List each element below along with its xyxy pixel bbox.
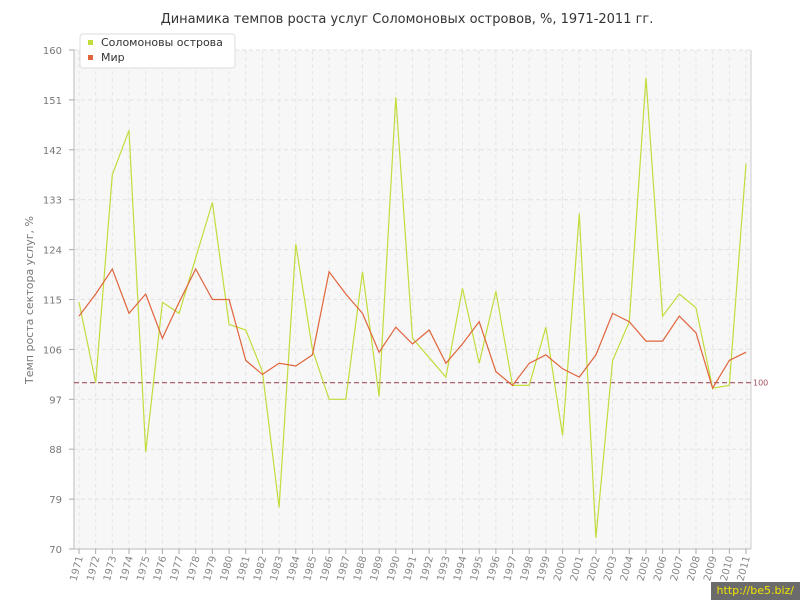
y-tick-label: 142	[43, 146, 62, 157]
x-tick-label: 2007	[669, 555, 686, 582]
x-tick-label: 1988	[352, 555, 369, 582]
x-tick-label: 1992	[419, 555, 436, 582]
chart-title: Динамика темпов роста услуг Соломоновых …	[161, 12, 654, 27]
y-tick-label: 124	[43, 246, 62, 257]
x-tick-label: 2006	[652, 555, 669, 582]
x-tick-label: 1980	[219, 555, 236, 582]
x-tick-label: 1996	[486, 555, 503, 582]
series-line-world	[78, 267, 747, 390]
x-tick-label: 1990	[386, 555, 403, 582]
x-tick-label: 2010	[719, 555, 736, 582]
x-tick-label: 2000	[552, 555, 569, 582]
x-tick-label: 1999	[536, 555, 553, 582]
watermark: http://be5.biz/	[710, 582, 800, 600]
grid	[74, 49, 751, 550]
y-tick-label: 97	[49, 395, 62, 406]
x-tick-label: 1997	[502, 555, 519, 582]
x-tick-label: 1974	[119, 555, 136, 582]
x-tick-label: 1987	[335, 555, 352, 582]
x-tick-label: 1995	[469, 555, 486, 582]
x-tick-label: 1971	[69, 555, 86, 582]
legend: Соломоновы острова Мир	[79, 33, 236, 69]
series-lines	[78, 77, 747, 538]
x-tick-label: 1975	[135, 555, 152, 582]
y-tick-label: 160	[43, 46, 62, 57]
x-tick-label: 1979	[202, 555, 219, 582]
x-tick-label: 2001	[569, 555, 586, 582]
x-tick-label: 1994	[452, 555, 469, 582]
x-ticks: 1971 1972 1973 1974 1975 1976 1977 1978 1979 1980…	[69, 549, 753, 582]
x-tick-label: 2003	[602, 555, 619, 582]
x-tick-label: 1984	[285, 555, 302, 582]
x-tick-label: 1973	[102, 555, 119, 582]
x-tick-label: 1989	[369, 555, 386, 582]
x-tick-label: 1978	[185, 555, 202, 582]
x-tick-label: 2004	[619, 555, 636, 582]
series-line-solomon-islands	[78, 77, 747, 538]
y-tick-label: 70	[49, 545, 62, 556]
x-tick-label: 1983	[269, 555, 286, 582]
x-tick-label: 2005	[636, 555, 653, 582]
y-tick-label: 151	[43, 96, 62, 107]
x-tick-label: 1985	[302, 555, 319, 582]
x-tick-label: 1976	[152, 555, 169, 582]
legend-entry: Мир	[101, 51, 125, 64]
x-tick-label: 1986	[319, 555, 336, 582]
x-tick-label: 2008	[686, 555, 703, 582]
legend-entry: Соломоновы острова	[101, 36, 223, 49]
x-tick-label: 2002	[586, 555, 603, 582]
x-tick-label: 2011	[736, 555, 753, 582]
x-tick-label: 2009	[702, 555, 719, 582]
legend-marker	[88, 40, 93, 45]
y-axis-label: Темп роста сектора услуг, %	[23, 216, 36, 385]
y-tick-label: 79	[49, 495, 62, 506]
reference-line: 100	[74, 379, 768, 388]
x-tick-label: 1991	[402, 555, 419, 582]
y-ticks: 70 79 88 97 106 115 124 133 142 151 160	[43, 46, 74, 556]
x-tick-label: 1977	[169, 555, 186, 582]
x-tick-label: 1981	[235, 555, 252, 582]
y-tick-label: 115	[43, 296, 62, 307]
x-tick-label: 1972	[85, 555, 102, 582]
x-tick-label: 1998	[519, 555, 536, 582]
x-tick-label: 1993	[436, 555, 453, 582]
y-tick-label: 106	[43, 345, 62, 356]
x-tick-label: 1982	[252, 555, 269, 582]
legend-box	[79, 33, 236, 69]
y-tick-label: 133	[43, 196, 62, 207]
y-tick-label: 88	[49, 445, 62, 456]
legend-marker	[88, 55, 93, 60]
reference-line-label: 100	[753, 379, 768, 388]
